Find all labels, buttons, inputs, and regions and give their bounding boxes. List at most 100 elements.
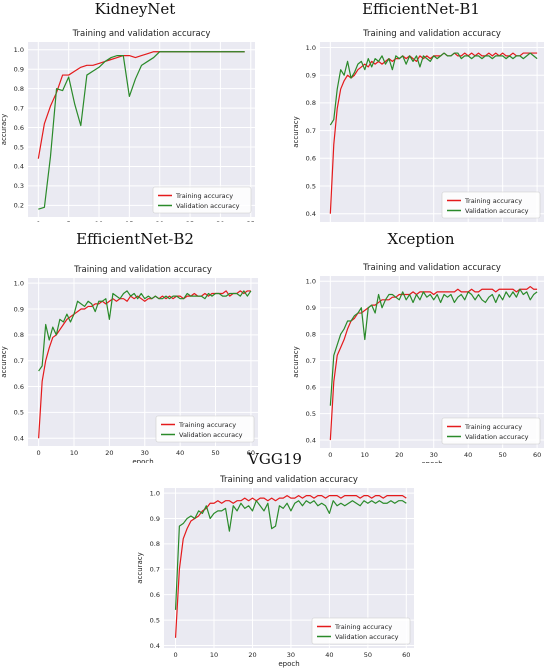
y-tick-label: 0.6 — [14, 383, 24, 391]
x-tick-label: 10 — [361, 451, 369, 459]
x-tick-label: 40 — [464, 451, 472, 459]
series-line — [174, 495, 407, 638]
x-tick-label: 10 — [70, 449, 78, 457]
series-line — [174, 500, 407, 610]
series-line — [38, 290, 252, 372]
legend-box — [441, 417, 541, 445]
y-tick-label: 0.4 — [150, 642, 160, 650]
x-tick-label: 20 — [156, 220, 164, 222]
y-tick-label: 0.6 — [14, 124, 24, 132]
panel-efficientnet-b1: EfficientNet-B1 0.40.50.60.70.80.91.0010… — [292, 0, 550, 225]
y-tick-label: 0.2 — [14, 202, 24, 210]
x-axis-label: epoch — [421, 460, 442, 463]
series-line — [329, 285, 538, 441]
y-tick-label: 0.7 — [150, 566, 160, 574]
y-tick-label: 0.7 — [14, 104, 24, 112]
y-tick-label: 0.8 — [306, 99, 316, 107]
x-axis-label: epoch — [132, 458, 153, 463]
y-tick-label: 0.9 — [306, 304, 316, 312]
chart-title: Training and validation accuracy — [362, 29, 501, 39]
model-title: Xception — [387, 230, 455, 248]
legend-label: Training accuracy — [175, 192, 233, 200]
series-line — [329, 288, 538, 406]
y-tick-label: 0.8 — [14, 331, 24, 339]
chart-title: Training and validation accuracy — [362, 263, 501, 273]
x-tick-label: 30 — [287, 651, 295, 659]
x-tick-label: 40 — [325, 651, 333, 659]
x-axis-label: epoch — [278, 660, 299, 668]
y-tick-label: 0.8 — [150, 540, 160, 548]
y-tick-label: 0.9 — [14, 66, 24, 74]
x-tick-label: 15 — [125, 220, 133, 222]
y-tick-label: 0.9 — [14, 305, 24, 313]
x-tick-label: 35 — [247, 220, 255, 222]
x-tick-label: 0 — [36, 220, 40, 222]
y-tick-label: 0.4 — [14, 163, 24, 171]
chart-xception: 0.4 0.5 0.6 0.7 0.8 0.9 1.0 0 10 20 30 40 50 60 Traini… — [292, 263, 544, 463]
legend-label: Validation accuracy — [465, 433, 529, 441]
x-tick-label: 60 — [402, 651, 410, 659]
y-tick-label: 1.0 — [14, 279, 24, 287]
panel-kidneynet: KidneyNet 0.2 0.3 0.4 0.5 0.6 0.7 0.8 0.9 1.0 0 5 1… — [0, 0, 270, 222]
chart-efficientnet-b2: 0.4 0.5 0.6 0.7 0.8 0.9 1.0 0 10 20 30 40 50 60 Traini… — [0, 265, 258, 463]
x-tick-label: 0 — [328, 451, 332, 459]
legend-box — [311, 617, 411, 645]
x-tick-label: 30 — [141, 449, 149, 457]
y-tick-label: 1.0 — [14, 46, 24, 54]
y-tick-label: 1.0 — [150, 489, 160, 497]
legend-label: Training accuracy — [464, 423, 522, 431]
series-line — [38, 51, 245, 210]
x-tick-label: 50 — [499, 451, 507, 459]
chart-title: Training and validation accuracy — [73, 265, 212, 275]
y-tick-label: 0.5 — [306, 182, 316, 190]
legend-label: Validation accuracy — [179, 431, 243, 439]
model-title: EfficientNet-B1 — [362, 0, 480, 18]
x-tick-label: 60 — [247, 449, 255, 457]
chart-vgg19: 0.4 0.5 0.6 0.7 0.8 0.9 1.0 0 10 20 30 40 50 60 Traini… — [136, 475, 414, 668]
y-tick-label: 0.6 — [306, 155, 316, 163]
y-tick-label: 0.6 — [306, 383, 316, 391]
legend-box — [441, 191, 541, 219]
chart-title: Training and validation accuracy — [72, 29, 211, 39]
panel-vgg19: VGG19 0.4 0.5 0.6 0.7 0.8 0.9 1.0 0 10 20 30 40 50 60… — [130, 450, 420, 669]
y-tick-label: 1.0 — [306, 278, 316, 286]
y-tick-label: 0.7 — [306, 357, 316, 365]
panel-efficientnet-b2: EfficientNet-B2 0.4 0.5 0.6 0.7 0.8 0.9 1.0 0 10… — [0, 230, 270, 463]
x-tick-label: 20 — [395, 451, 403, 459]
y-axis-label: accuracy — [292, 346, 300, 378]
x-tick-label: 50 — [211, 449, 219, 457]
y-axis-label: accuracy — [136, 552, 144, 584]
legend-label: Validation accuracy — [465, 207, 529, 215]
y-tick-label: 0.3 — [14, 182, 24, 190]
legend-label: Training accuracy — [178, 421, 236, 429]
y-axis-label: accuracy — [0, 346, 8, 378]
y-tick-label: 0.4 — [306, 210, 316, 218]
y-tick-label: 0.9 — [306, 72, 316, 80]
y-axis-label: accuracy — [292, 116, 300, 148]
model-title: KidneyNet — [94, 0, 176, 18]
legend-box — [155, 415, 255, 443]
x-tick-label: 20 — [105, 449, 113, 457]
x-tick-label: 20 — [248, 651, 256, 659]
model-title: VGG19 — [248, 450, 302, 468]
legend-label: Training accuracy — [334, 623, 392, 631]
x-tick-label: 60 — [533, 451, 541, 459]
x-tick-label: 30 — [216, 220, 224, 222]
x-tick-label: 0 — [173, 651, 177, 659]
y-tick-label: 0.8 — [306, 331, 316, 339]
y-tick-label: 0.7 — [306, 127, 316, 135]
legend-label: Validation accuracy — [335, 633, 399, 641]
legend-label: Training accuracy — [464, 197, 522, 205]
y-axis-label: accuracy — [0, 114, 8, 146]
y-tick-label: 1.0 — [306, 44, 316, 52]
y-tick-label: 0.4 — [14, 435, 24, 443]
x-tick-label: 10 — [95, 220, 103, 222]
legend-label: Validation accuracy — [176, 202, 240, 210]
y-tick-label: 0.5 — [306, 410, 316, 418]
x-tick-label: 10 — [210, 651, 218, 659]
x-tick-label: 30 — [430, 451, 438, 459]
series-line — [329, 52, 538, 126]
y-tick-label: 0.5 — [14, 409, 24, 417]
y-tick-label: 0.5 — [150, 616, 160, 624]
legend-box — [152, 186, 252, 214]
